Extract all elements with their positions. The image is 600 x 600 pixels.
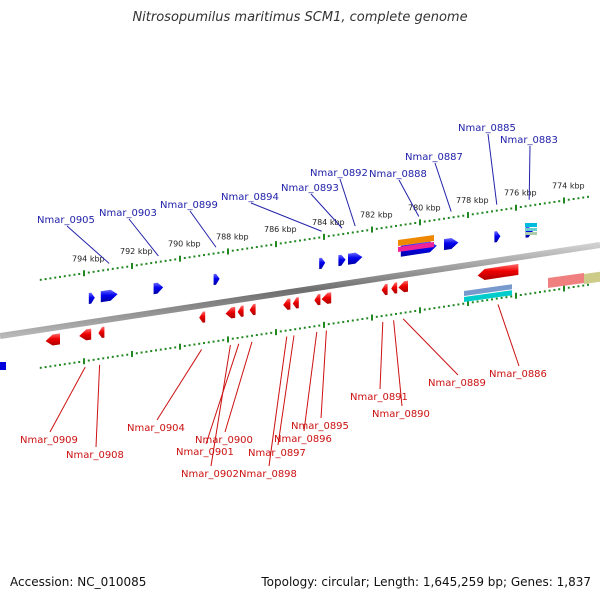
gene-label[interactable]: Nmar_0909 (20, 435, 78, 446)
gene-features (45, 226, 533, 346)
tick-label: 780 kbp (408, 203, 441, 212)
label-leader-line (402, 318, 459, 376)
label-leader-line (250, 202, 322, 232)
gene-label[interactable]: Nmar_0894 (221, 192, 279, 203)
reverse-gene-arrow[interactable] (398, 280, 408, 293)
forward-gene-arrow[interactable] (153, 282, 164, 295)
genome-title: Nitrosopumilus maritimus SCM1, complete … (132, 10, 468, 25)
gene-label[interactable]: Nmar_0883 (500, 135, 558, 146)
tick-label: 786 kbp (264, 225, 297, 234)
gene-label[interactable]: Nmar_0904 (127, 423, 185, 434)
tick-label: 788 kbp (216, 232, 249, 241)
reverse-gene-arrow[interactable] (225, 306, 236, 319)
gene-label[interactable]: Nmar_0885 (458, 123, 516, 134)
tick-label: 790 kbp (168, 240, 201, 249)
reverse-gene-arrow[interactable] (199, 311, 206, 323)
gene-label[interactable]: Nmar_0903 (99, 208, 157, 219)
tick-label: 774 kbp (552, 181, 585, 190)
tick-label: 782 kbp (360, 211, 393, 220)
reverse-gene-arrow[interactable] (381, 283, 388, 296)
gene-label[interactable]: Nmar_0900 (195, 435, 253, 446)
label-leader-line (128, 218, 159, 257)
reverse-gene-arrow[interactable] (292, 297, 299, 309)
gene-label[interactable]: Nmar_0901 (176, 447, 234, 458)
gene-label[interactable]: Nmar_0890 (372, 409, 430, 420)
label-leader-line (156, 349, 203, 421)
feature-stack-right (525, 223, 537, 235)
tick-label: 778 kbp (456, 196, 489, 205)
gene-label[interactable]: Nmar_0905 (37, 215, 95, 226)
genome-backbone (0, 242, 600, 339)
reverse-gene-arrow[interactable] (98, 326, 105, 339)
topology-text: Topology: circular; Length: 1,645,259 bp… (261, 575, 591, 589)
gene-label[interactable]: Nmar_0888 (369, 169, 427, 180)
gene-label[interactable]: Nmar_0898 (239, 469, 297, 480)
gene-label[interactable]: Nmar_0899 (160, 200, 218, 211)
label-leader-line (189, 210, 217, 248)
gene-label[interactable]: Nmar_0886 (489, 369, 547, 380)
forward-gene-arrow[interactable] (338, 254, 346, 267)
gene-label[interactable]: Nmar_0908 (66, 450, 124, 461)
reverse-gene-arrow[interactable] (314, 293, 321, 306)
label-leader-line (528, 145, 531, 200)
reverse-gene-arrow[interactable] (237, 305, 244, 317)
gene-label[interactable]: Nmar_0893 (281, 183, 339, 194)
label-leader-line (95, 364, 101, 448)
label-leader-line (210, 344, 231, 467)
reverse-gene-arrow[interactable] (477, 263, 519, 281)
tick-label: 792 kbp (120, 247, 153, 256)
gene-label[interactable]: Nmar_0895 (291, 421, 349, 432)
accession-text: Accession: NC_010085 (10, 575, 147, 589)
reverse-gene-arrow[interactable] (321, 292, 332, 304)
label-leader-line (303, 331, 318, 432)
label-leader-line (277, 335, 295, 446)
gene-label[interactable]: Nmar_0896 (274, 434, 332, 445)
tick-marks: 774 kbp 776 kbp 778 kbp 780 kbp 782 kbp 784 k… (39, 181, 589, 369)
reverse-gene-arrow[interactable] (283, 298, 291, 310)
gene-label[interactable]: Nmar_0897 (248, 448, 306, 459)
forward-gene-arrow[interactable] (88, 292, 95, 305)
tick-label: 794 kbp (72, 254, 105, 263)
feature-stack-center (398, 234, 434, 253)
label-leader-line (339, 178, 356, 227)
gene-label[interactable]: Nmar_0889 (428, 378, 486, 389)
tick-label: 776 kbp (504, 189, 537, 198)
reverse-gene-arrow[interactable] (79, 328, 92, 341)
label-leader-line (320, 330, 327, 419)
reverse-gene-arrow[interactable] (45, 333, 60, 346)
label-leader-line (497, 304, 520, 367)
label-leader-line (393, 320, 403, 407)
label-leader-line (379, 321, 384, 390)
gene-label[interactable]: Nmar_0891 (350, 392, 408, 403)
forward-gene-arrow[interactable] (319, 257, 326, 270)
gene-label[interactable]: Nmar_0902 (181, 469, 239, 480)
label-leader-line (310, 193, 343, 229)
tick-label: 784 kbp (312, 218, 345, 227)
feature-stack-lower (0, 271, 600, 370)
label-leader-line (224, 341, 253, 433)
label-leader-line (487, 133, 498, 205)
label-leader-line (434, 162, 452, 212)
label-leader-line (268, 336, 288, 467)
forward-gene-arrow[interactable] (100, 289, 118, 303)
label-leader-line (66, 225, 110, 264)
gene-label[interactable]: Nmar_0892 (310, 168, 368, 179)
gene-label[interactable]: Nmar_0887 (405, 152, 463, 163)
forward-gene-arrow[interactable] (348, 252, 363, 265)
label-leader-line (49, 366, 86, 433)
forward-gene-arrow[interactable] (444, 238, 459, 251)
forward-gene-arrow[interactable] (213, 273, 220, 286)
forward-gene-arrow[interactable] (494, 231, 501, 243)
label-leader-line (398, 179, 420, 217)
reverse-gene-arrow[interactable] (391, 282, 398, 294)
reverse-gene-arrow[interactable] (249, 303, 256, 316)
